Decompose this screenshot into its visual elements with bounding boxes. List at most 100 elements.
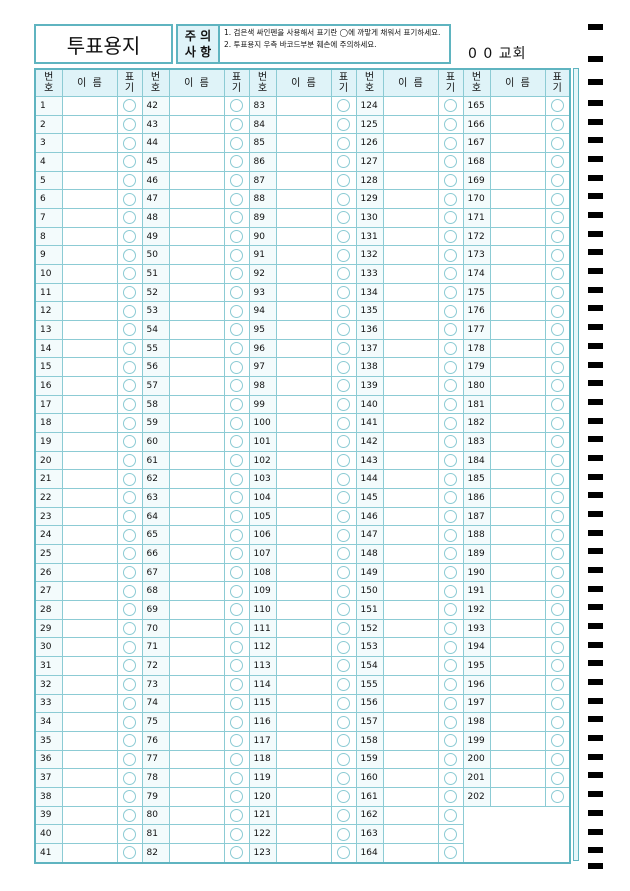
mark-cell[interactable]: [437, 730, 464, 751]
mark-circle-icon[interactable]: [444, 678, 457, 692]
mark-cell[interactable]: [330, 189, 357, 210]
mark-cell[interactable]: [544, 693, 571, 714]
mark-circle-icon[interactable]: [550, 230, 564, 244]
mark-circle-icon[interactable]: [550, 510, 564, 524]
mark-circle-icon[interactable]: [337, 379, 350, 393]
mark-cell[interactable]: [437, 245, 464, 266]
mark-circle-icon[interactable]: [337, 622, 350, 636]
mark-circle-icon[interactable]: [230, 752, 243, 766]
mark-circle-icon[interactable]: [123, 379, 136, 393]
mark-cell[interactable]: [330, 749, 357, 770]
mark-circle-icon[interactable]: [230, 398, 243, 412]
mark-circle-icon[interactable]: [444, 118, 457, 131]
mark-circle-icon[interactable]: [123, 491, 136, 505]
mark-circle-icon[interactable]: [123, 603, 136, 617]
mark-circle-icon[interactable]: [550, 435, 564, 449]
mark-circle-icon[interactable]: [444, 491, 457, 505]
mark-circle-icon[interactable]: [337, 360, 350, 374]
mark-cell[interactable]: [223, 394, 250, 415]
mark-cell[interactable]: [544, 413, 571, 434]
mark-circle-icon[interactable]: [444, 286, 457, 300]
mark-cell[interactable]: [437, 432, 464, 452]
mark-cell[interactable]: [330, 245, 357, 266]
mark-circle-icon[interactable]: [444, 248, 457, 262]
mark-circle-icon[interactable]: [550, 286, 564, 300]
mark-cell[interactable]: [330, 376, 357, 396]
mark-circle-icon[interactable]: [123, 342, 136, 356]
mark-cell[interactable]: [330, 693, 357, 714]
mark-circle-icon[interactable]: [230, 528, 243, 542]
mark-cell[interactable]: [437, 562, 464, 583]
mark-cell[interactable]: [116, 506, 143, 527]
mark-cell[interactable]: [330, 208, 357, 228]
mark-cell[interactable]: [330, 842, 357, 864]
mark-cell[interactable]: [330, 674, 357, 695]
mark-circle-icon[interactable]: [230, 846, 243, 860]
mark-cell[interactable]: [116, 842, 143, 864]
mark-cell[interactable]: [544, 674, 571, 695]
mark-circle-icon[interactable]: [230, 174, 243, 188]
mark-circle-icon[interactable]: [444, 323, 457, 337]
mark-circle-icon[interactable]: [550, 155, 564, 169]
mark-circle-icon[interactable]: [230, 435, 243, 449]
mark-cell[interactable]: [116, 413, 143, 434]
mark-circle-icon[interactable]: [444, 435, 457, 449]
mark-cell[interactable]: [116, 525, 143, 546]
mark-cell[interactable]: [223, 469, 250, 490]
mark-cell[interactable]: [544, 282, 571, 303]
mark-cell[interactable]: [116, 768, 143, 788]
mark-circle-icon[interactable]: [337, 734, 350, 748]
mark-circle-icon[interactable]: [123, 192, 136, 206]
mark-cell[interactable]: [544, 525, 571, 546]
mark-cell[interactable]: [116, 749, 143, 770]
mark-circle-icon[interactable]: [550, 398, 564, 412]
mark-cell[interactable]: [330, 768, 357, 788]
mark-circle-icon[interactable]: [337, 230, 350, 244]
mark-cell[interactable]: [330, 730, 357, 751]
mark-cell[interactable]: [330, 413, 357, 434]
mark-circle-icon[interactable]: [230, 99, 243, 113]
mark-cell[interactable]: [330, 170, 357, 191]
mark-cell[interactable]: [544, 618, 571, 639]
mark-circle-icon[interactable]: [444, 416, 457, 430]
mark-cell[interactable]: [330, 320, 357, 340]
mark-circle-icon[interactable]: [230, 659, 243, 673]
mark-cell[interactable]: [437, 450, 464, 471]
mark-cell[interactable]: [437, 824, 464, 844]
mark-cell[interactable]: [223, 730, 250, 751]
mark-cell[interactable]: [544, 320, 571, 340]
mark-circle-icon[interactable]: [444, 454, 457, 468]
mark-circle-icon[interactable]: [444, 696, 457, 710]
mark-cell[interactable]: [437, 226, 464, 247]
mark-circle-icon[interactable]: [337, 808, 350, 822]
mark-cell[interactable]: [116, 432, 143, 452]
mark-cell[interactable]: [544, 357, 571, 378]
mark-circle-icon[interactable]: [230, 734, 243, 748]
mark-circle-icon[interactable]: [550, 99, 564, 113]
mark-circle-icon[interactable]: [337, 547, 350, 561]
mark-circle-icon[interactable]: [337, 528, 350, 542]
mark-cell[interactable]: [116, 376, 143, 396]
mark-cell[interactable]: [544, 245, 571, 266]
mark-circle-icon[interactable]: [123, 360, 136, 374]
mark-cell[interactable]: [437, 394, 464, 415]
mark-circle-icon[interactable]: [444, 603, 457, 617]
mark-circle-icon[interactable]: [337, 192, 350, 206]
mark-cell[interactable]: [437, 506, 464, 527]
mark-cell[interactable]: [437, 376, 464, 396]
mark-circle-icon[interactable]: [550, 136, 564, 150]
mark-circle-icon[interactable]: [337, 416, 350, 430]
mark-cell[interactable]: [223, 245, 250, 266]
mark-cell[interactable]: [223, 376, 250, 396]
mark-circle-icon[interactable]: [550, 790, 564, 804]
mark-circle-icon[interactable]: [337, 472, 350, 486]
mark-cell[interactable]: [544, 749, 571, 770]
mark-cell[interactable]: [223, 133, 250, 154]
mark-circle-icon[interactable]: [444, 715, 457, 729]
mark-circle-icon[interactable]: [337, 566, 350, 580]
mark-cell[interactable]: [437, 693, 464, 714]
mark-cell[interactable]: [330, 488, 357, 508]
mark-cell[interactable]: [116, 656, 143, 676]
mark-circle-icon[interactable]: [123, 286, 136, 300]
mark-circle-icon[interactable]: [550, 734, 564, 748]
